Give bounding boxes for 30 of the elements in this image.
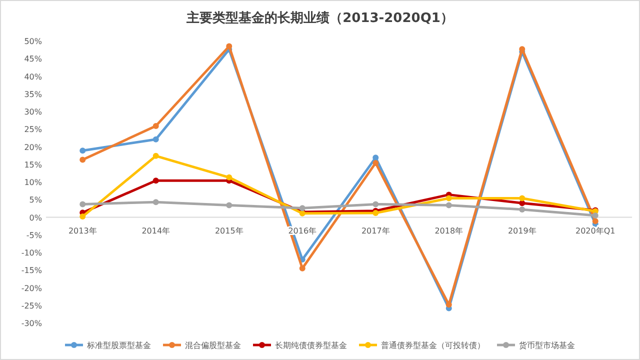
legend-label: 普通债券型基金（可投转债） bbox=[381, 341, 485, 350]
x-tick-label: 2014年 bbox=[142, 226, 170, 236]
y-tick-label: -30% bbox=[21, 319, 42, 328]
y-tick-label: 50% bbox=[24, 37, 42, 46]
x-tick-label: 2020年Q1 bbox=[576, 226, 616, 236]
x-tick-label: 2019年 bbox=[508, 226, 536, 236]
y-tick-label: -15% bbox=[21, 266, 42, 276]
y-tick-label: 15% bbox=[24, 160, 42, 170]
y-tick-label: -25% bbox=[21, 301, 42, 310]
y-tick-label: -5% bbox=[26, 230, 42, 240]
y-tick-label: -10% bbox=[21, 248, 42, 258]
y-tick-label: 45% bbox=[24, 54, 42, 64]
legend-label: 货币型市场基金 bbox=[519, 341, 575, 350]
legend-label: 混合偏股型基金 bbox=[185, 341, 241, 350]
y-tick-label: 35% bbox=[24, 90, 42, 99]
legend-label: 标准型股票型基金 bbox=[86, 341, 151, 350]
y-tick-label: 20% bbox=[24, 142, 42, 152]
y-tick-label: 5% bbox=[29, 196, 42, 205]
chart-title: 主要类型基金的长期业绩（2013-2020Q1） bbox=[186, 10, 454, 26]
y-tick-label: 30% bbox=[24, 108, 42, 116]
legend-label: 长期纯债债券型基金 bbox=[275, 341, 347, 350]
y-tick-label: 40% bbox=[24, 72, 42, 82]
x-tick-label: 2018年 bbox=[434, 226, 464, 236]
y-tick-label: 25% bbox=[24, 125, 42, 134]
x-tick-label: 2015年 bbox=[214, 226, 244, 236]
y-tick-label: 0% bbox=[29, 213, 42, 222]
y-tick-label: -20% bbox=[21, 284, 42, 293]
y-tick-label: 10% bbox=[24, 178, 42, 187]
x-tick-label: 2017年 bbox=[361, 226, 390, 236]
x-tick-label: 2013年 bbox=[68, 226, 97, 236]
